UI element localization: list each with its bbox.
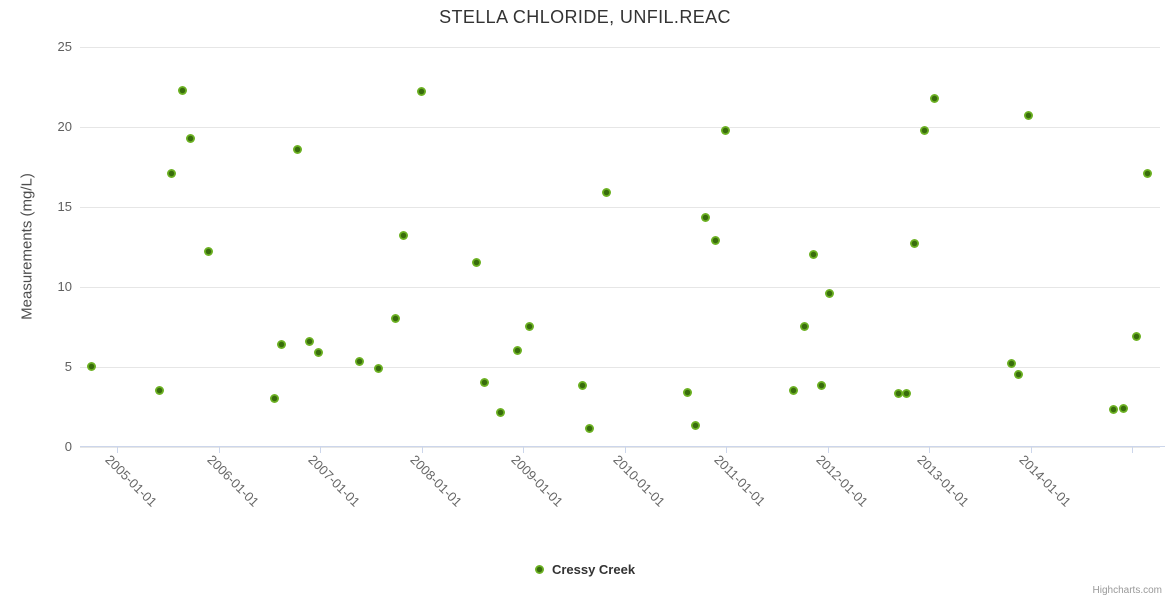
data-point[interactable] (154, 386, 164, 396)
highcharts-credit[interactable]: Highcharts.com (1092, 585, 1162, 596)
gridline (80, 366, 1160, 368)
data-point[interactable] (1118, 403, 1128, 413)
data-point[interactable] (513, 346, 522, 356)
data-point[interactable] (1132, 331, 1142, 341)
data-point[interactable] (472, 258, 482, 268)
data-point[interactable] (721, 125, 731, 135)
x-axis-label: 2012-01-01 (812, 452, 871, 510)
legend-series-label: Cressy Creek (551, 562, 636, 577)
x-tick (1132, 447, 1133, 453)
x-tick (117, 447, 118, 453)
data-point[interactable] (1023, 111, 1033, 121)
data-point[interactable] (203, 247, 213, 257)
data-point[interactable] (86, 362, 96, 372)
x-axis-label: 2014-01-01 (1015, 452, 1074, 510)
data-point[interactable] (399, 231, 409, 241)
data-point[interactable] (417, 87, 427, 97)
gridline (80, 286, 1160, 288)
data-point[interactable] (701, 213, 711, 223)
y-axis-label: 10 (57, 278, 72, 294)
x-tick (625, 447, 626, 453)
data-point[interactable] (166, 168, 176, 178)
y-axis-label: 5 (64, 358, 72, 374)
data-point[interactable] (578, 381, 588, 391)
x-axis-label: 2005-01-01 (102, 452, 161, 510)
data-point[interactable] (902, 389, 912, 399)
x-tick (219, 447, 220, 453)
data-point[interactable] (269, 394, 279, 404)
x-axis-label: 2007-01-01 (305, 452, 364, 510)
y-axis-label: 15 (57, 198, 72, 214)
data-point[interactable] (1108, 405, 1118, 415)
gridline (80, 206, 1160, 208)
data-point[interactable] (292, 144, 302, 154)
data-point[interactable] (480, 378, 490, 388)
x-axis-label: 2013-01-01 (914, 452, 973, 510)
data-point[interactable] (1014, 370, 1024, 380)
data-point[interactable] (355, 357, 365, 367)
data-point[interactable] (1143, 168, 1153, 178)
data-point[interactable] (910, 239, 920, 249)
data-point[interactable] (1006, 358, 1016, 368)
x-tick (1031, 447, 1032, 453)
y-axis-label: 25 (57, 39, 72, 54)
gridline (80, 446, 1160, 448)
legend-item[interactable]: Cressy Creek (0, 562, 1170, 577)
y-axis-title: Measurements (mg/L) (18, 173, 36, 320)
x-tick (422, 447, 423, 453)
data-point[interactable] (374, 363, 384, 373)
data-point[interactable] (711, 235, 721, 245)
x-tick (320, 447, 321, 453)
data-point[interactable] (314, 347, 324, 357)
x-tick (828, 447, 829, 453)
x-tick (523, 447, 524, 453)
data-point[interactable] (789, 386, 799, 396)
y-axis-label: 0 (64, 438, 72, 454)
x-axis-label: 2008-01-01 (406, 452, 465, 510)
data-point[interactable] (817, 381, 827, 391)
y-axis-label: 20 (57, 118, 72, 134)
data-point[interactable] (496, 408, 506, 418)
data-point[interactable] (276, 339, 286, 349)
data-point[interactable] (584, 424, 594, 434)
data-point[interactable] (391, 314, 400, 324)
x-tick (929, 447, 930, 453)
x-axis-line (80, 446, 1165, 447)
data-point[interactable] (185, 133, 195, 143)
data-point[interactable] (929, 93, 939, 103)
data-point[interactable] (178, 85, 188, 95)
data-point[interactable] (825, 288, 835, 298)
gridline (80, 126, 1160, 128)
data-point[interactable] (683, 387, 693, 397)
data-point[interactable] (602, 187, 612, 197)
data-point[interactable] (525, 322, 535, 332)
data-point[interactable] (305, 336, 315, 346)
data-point[interactable] (919, 125, 929, 135)
data-point[interactable] (894, 389, 904, 399)
data-point[interactable] (799, 322, 809, 332)
x-axis-label: 2011-01-01 (711, 452, 769, 509)
data-point[interactable] (691, 421, 701, 431)
gridline (80, 46, 1160, 48)
x-axis-label: 2006-01-01 (203, 452, 262, 510)
x-tick (726, 447, 727, 453)
chart-title: STELLA CHLORIDE, UNFIL.REAC (439, 7, 731, 27)
legend-marker-icon (534, 565, 544, 574)
x-axis-label: 2010-01-01 (609, 452, 668, 510)
x-axis-label: 2009-01-01 (508, 452, 567, 510)
data-point[interactable] (809, 250, 819, 260)
